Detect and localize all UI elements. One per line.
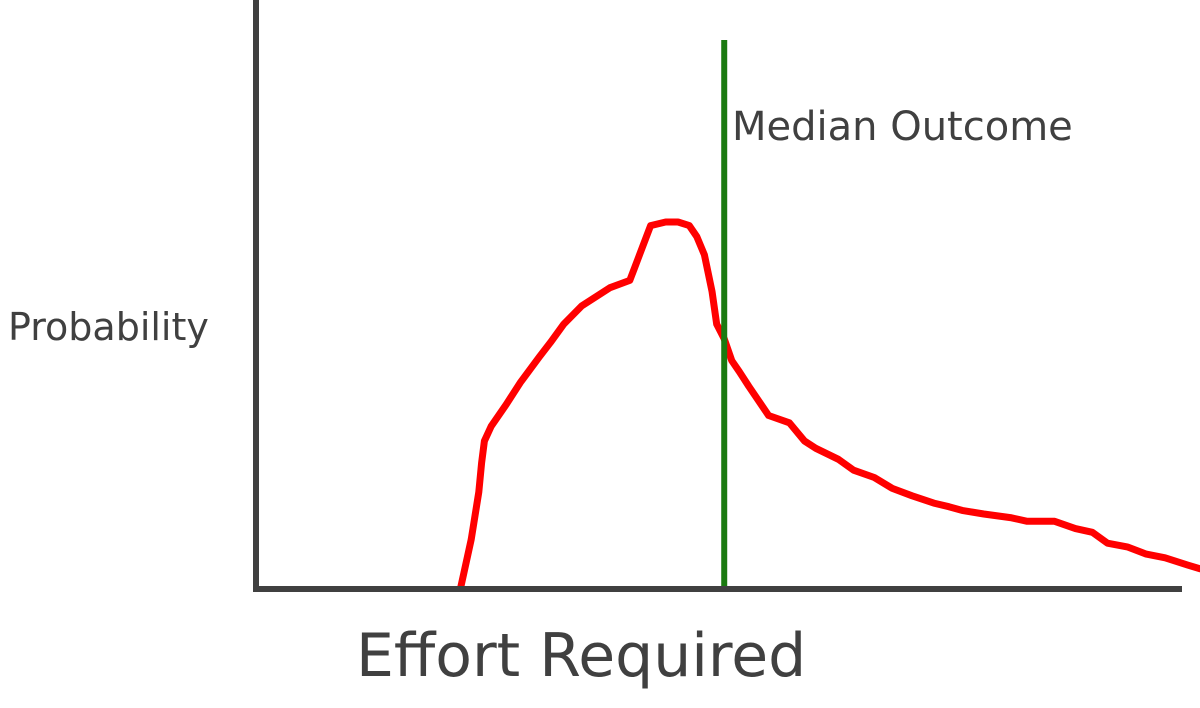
median-outcome-label: Median Outcome [732,104,1073,150]
y-axis-label: Probability [8,305,209,349]
probability-curve [457,218,1200,591]
chart-marks [457,40,1200,591]
x-axis-label: Effort Required [356,621,806,691]
